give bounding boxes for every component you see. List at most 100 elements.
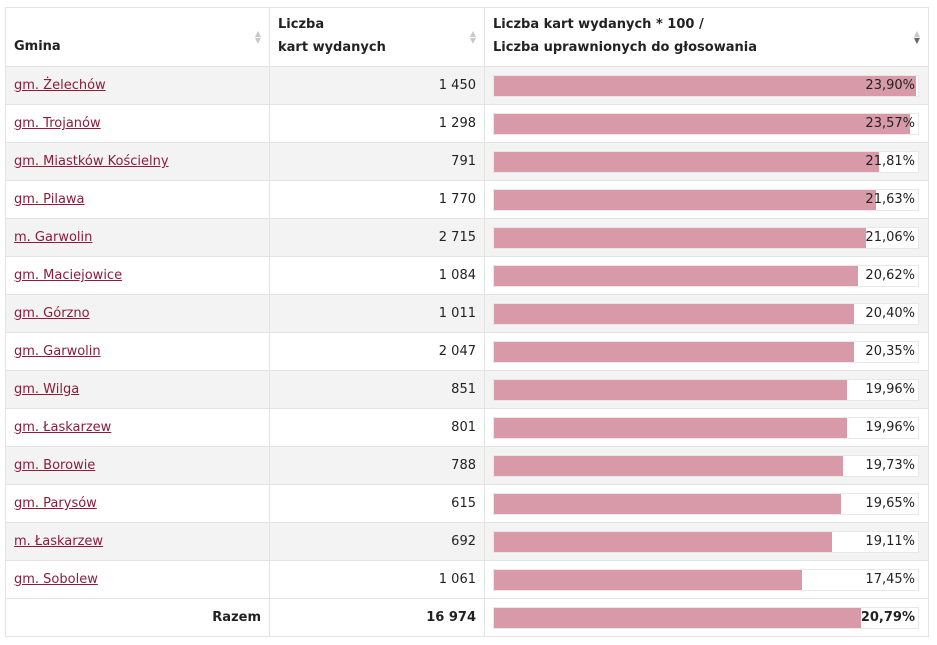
gmina-link[interactable]: gm. Żelechów <box>14 78 106 93</box>
ratio-value: 23,90% <box>865 77 915 93</box>
table-row: gm. Trojanów 1 298 23,57% <box>5 104 929 143</box>
column-header-liczba-line2: kart wydanych <box>278 40 386 55</box>
ratio-bar-track: 23,57% <box>493 112 919 135</box>
table-row: gm. Garwolin 2 047 20,35% <box>5 332 929 371</box>
gmina-link[interactable]: gm. Miastków Kościelny <box>14 154 169 169</box>
gmina-link[interactable]: gm. Trojanów <box>14 116 101 131</box>
ratio-cell: 20,62% <box>484 256 929 295</box>
ratio-cell: 19,73% <box>484 446 929 485</box>
ratio-cell: 19,96% <box>484 408 929 447</box>
gmina-cell: gm. Żelechów <box>5 66 270 105</box>
total-ratio-value: 20,79% <box>860 609 915 625</box>
ratio-bar-fill <box>494 569 803 590</box>
ratio-bar-track: 21,06% <box>493 226 919 249</box>
gmina-link[interactable]: gm. Parysów <box>14 496 97 511</box>
table-row: gm. Górzno 1 011 20,40% <box>5 294 929 333</box>
ratio-bar-fill <box>494 75 917 96</box>
gmina-cell: gm. Górzno <box>5 294 270 333</box>
ratio-value: 20,62% <box>865 267 915 283</box>
total-row: Razem 16 974 20,79% <box>5 598 929 637</box>
column-header-ratio[interactable]: Liczba kart wydanych * 100 / Liczba upra… <box>484 7 929 67</box>
gmina-cell: gm. Pilawa <box>5 180 270 219</box>
ratio-value: 23,57% <box>865 115 915 131</box>
ratio-bar-track: 19,96% <box>493 416 919 439</box>
count-cell: 851 <box>269 370 485 409</box>
ratio-value: 19,65% <box>865 495 915 511</box>
total-ratio-bar-track: 20,79% <box>493 606 919 629</box>
column-header-liczba-line1: Liczba <box>278 17 325 32</box>
ratio-bar-track: 20,62% <box>493 264 919 287</box>
table-row: gm. Miastków Kościelny 791 21,81% <box>5 142 929 181</box>
ratio-cell: 21,63% <box>484 180 929 219</box>
ratio-bar-fill <box>494 151 880 172</box>
gmina-cell: gm. Miastków Kościelny <box>5 142 270 181</box>
table-row: gm. Borowie 788 19,73% <box>5 446 929 485</box>
ratio-cell: 19,65% <box>484 484 929 523</box>
table-row: m. Łaskarzew 692 19,11% <box>5 522 929 561</box>
ratio-value: 19,96% <box>865 381 915 397</box>
gmina-link[interactable]: gm. Górzno <box>14 306 90 321</box>
gmina-link[interactable]: gm. Pilawa <box>14 192 85 207</box>
sort-both-icon[interactable]: ▲ ▼ <box>469 29 476 45</box>
count-cell: 1 770 <box>269 180 485 219</box>
ratio-bar-fill <box>494 113 911 134</box>
sort-both-icon[interactable]: ▲ ▼ <box>254 29 261 45</box>
count-cell: 615 <box>269 484 485 523</box>
table-row: gm. Pilawa 1 770 21,63% <box>5 180 929 219</box>
gmina-link[interactable]: m. Łaskarzew <box>14 534 104 549</box>
ratio-bar-track: 20,35% <box>493 340 919 363</box>
sort-descending-icon[interactable]: ▲ ▼ <box>913 29 920 45</box>
ratio-value: 21,81% <box>865 153 915 169</box>
ratio-bar-fill <box>494 417 847 438</box>
gmina-cell: gm. Wilga <box>5 370 270 409</box>
gmina-cell: gm. Garwolin <box>5 332 270 371</box>
ratio-cell: 20,35% <box>484 332 929 371</box>
gmina-cell: gm. Maciejowice <box>5 256 270 295</box>
count-cell: 788 <box>269 446 485 485</box>
ratio-value: 21,06% <box>865 229 915 245</box>
ratio-bar-fill <box>494 531 832 552</box>
count-cell: 1 061 <box>269 560 485 599</box>
gmina-cell: m. Łaskarzew <box>5 522 270 561</box>
count-cell: 1 298 <box>269 104 485 143</box>
gmina-link[interactable]: gm. Łaskarzew <box>14 420 112 435</box>
gmina-cell: gm. Parysów <box>5 484 270 523</box>
ratio-bar-fill <box>494 455 843 476</box>
gmina-cell: gm. Borowie <box>5 446 270 485</box>
count-cell: 2 715 <box>269 218 485 257</box>
ratio-value: 20,35% <box>865 343 915 359</box>
results-table-container: Gmina ▲ ▼ Liczba kart wydanych ▲ ▼ Liczba … <box>5 7 929 637</box>
table-row: gm. Sobolew 1 061 17,45% <box>5 560 929 599</box>
table-row: gm. Żelechów 1 450 23,90% <box>5 66 929 105</box>
gmina-cell: gm. Sobolew <box>5 560 270 599</box>
ratio-value: 19,11% <box>865 533 915 549</box>
gmina-link[interactable]: gm. Wilga <box>14 382 80 397</box>
count-cell: 692 <box>269 522 485 561</box>
gmina-link[interactable]: gm. Borowie <box>14 458 96 473</box>
ratio-bar-track: 23,90% <box>493 74 919 97</box>
gmina-link[interactable]: gm. Maciejowice <box>14 268 123 283</box>
table-row: gm. Maciejowice 1 084 20,62% <box>5 256 929 295</box>
table-row: gm. Łaskarzew 801 19,96% <box>5 408 929 447</box>
ratio-cell: 17,45% <box>484 560 929 599</box>
table-row: gm. Wilga 851 19,96% <box>5 370 929 409</box>
ratio-cell: 20,40% <box>484 294 929 333</box>
table-body: gm. Żelechów 1 450 23,90% gm. Trojanów 1… <box>5 66 929 637</box>
ratio-bar-track: 19,11% <box>493 530 919 553</box>
total-ratio-cell: 20,79% <box>484 598 929 637</box>
column-header-ratio-line1: Liczba kart wydanych * 100 / <box>493 17 704 32</box>
ratio-value: 21,63% <box>865 191 915 207</box>
gmina-link[interactable]: gm. Garwolin <box>14 344 101 359</box>
count-cell: 1 084 <box>269 256 485 295</box>
ratio-cell: 19,96% <box>484 370 929 409</box>
gmina-link[interactable]: gm. Sobolew <box>14 572 98 587</box>
ratio-bar-track: 19,96% <box>493 378 919 401</box>
column-header-gmina[interactable]: Gmina ▲ ▼ <box>5 7 270 67</box>
table-row: gm. Parysów 615 19,65% <box>5 484 929 523</box>
column-header-liczba[interactable]: Liczba kart wydanych ▲ ▼ <box>269 7 485 67</box>
ratio-cell: 21,06% <box>484 218 929 257</box>
total-count: 16 974 <box>269 598 485 637</box>
total-ratio-bar-fill <box>494 607 862 628</box>
table-row: m. Garwolin 2 715 21,06% <box>5 218 929 257</box>
gmina-link[interactable]: m. Garwolin <box>14 230 93 245</box>
